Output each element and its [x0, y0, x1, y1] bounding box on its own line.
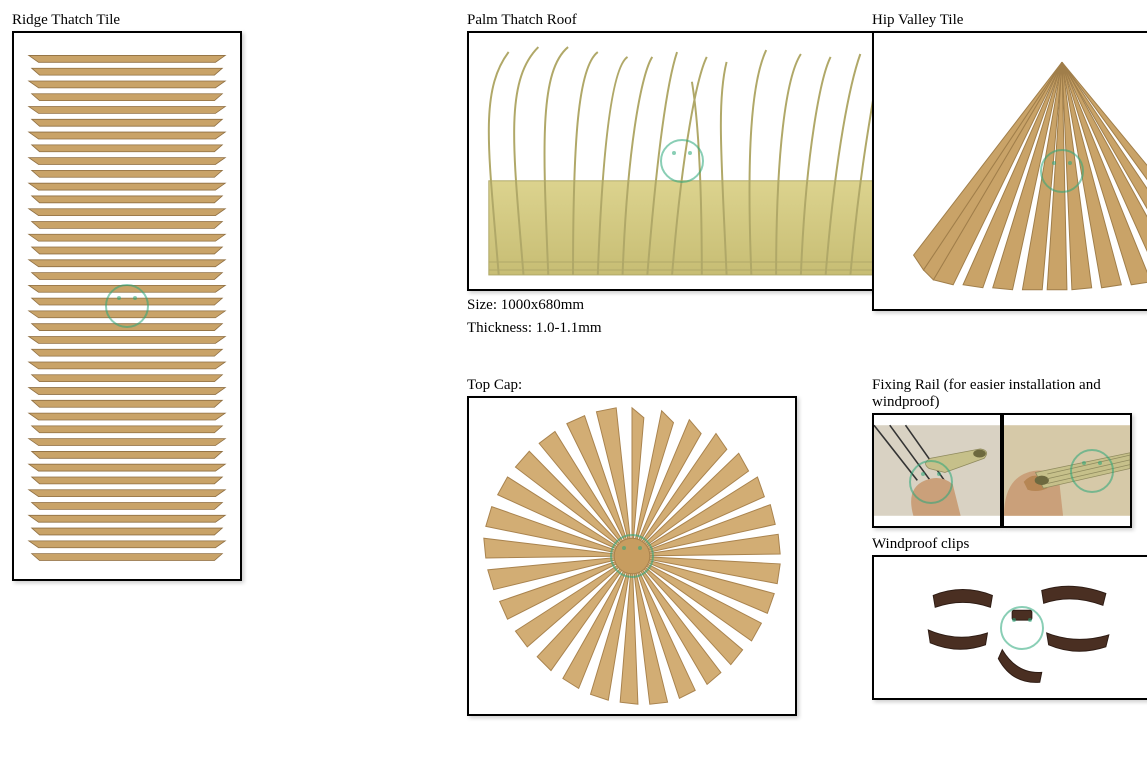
watermark-icon: [610, 534, 654, 578]
image-row-fixing-rail: [872, 413, 1132, 528]
section-hip-valley: Hip Valley Tile: [872, 12, 1132, 311]
label-ridge: Ridge Thatch Tile: [12, 12, 452, 29]
image-hip-valley: [872, 31, 1147, 311]
label-hip-valley: Hip Valley Tile: [872, 12, 1132, 29]
watermark-icon: [1040, 149, 1084, 193]
label-windproof-clips: Windproof clips: [872, 536, 1132, 553]
image-fixing-rail-2: [1002, 413, 1132, 528]
section-top-cap: Top Cap:: [467, 377, 857, 716]
watermark-icon: [105, 284, 149, 328]
watermark-icon: [909, 460, 953, 504]
image-windproof-clips: [872, 555, 1147, 700]
image-fixing-rail-1: [872, 413, 1002, 528]
watermark-icon: [1000, 606, 1044, 650]
spec-size: Size: 1000x680mm: [467, 297, 857, 314]
section-palm-roof: Palm Thatch Roof: [467, 12, 857, 339]
label-top-cap: Top Cap:: [467, 377, 857, 394]
watermark-icon: [1070, 449, 1114, 493]
spec-thickness: Thickness: 1.0-1.1mm: [467, 320, 857, 337]
section-ridge: Ridge Thatch Tile // no-op placeholder; …: [12, 12, 452, 581]
image-ridge: // no-op placeholder; slats are drawn st…: [12, 31, 242, 581]
image-palm-roof: [467, 31, 897, 291]
product-grid: Palm Thatch Roof: [12, 12, 1135, 724]
label-fixing-rail: Fixing Rail (for easier installation and…: [872, 377, 1132, 411]
image-top-cap: [467, 396, 797, 716]
watermark-icon: [660, 139, 704, 183]
section-accessories: Fixing Rail (for easier installation and…: [872, 377, 1132, 700]
label-palm-roof: Palm Thatch Roof: [467, 12, 857, 29]
